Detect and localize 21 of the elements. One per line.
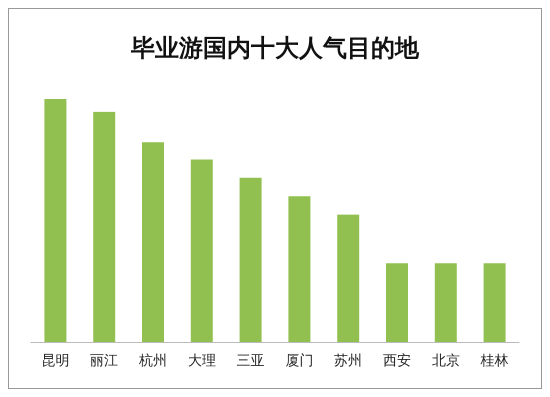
x-tick-label: 北京: [432, 353, 460, 369]
bar: [386, 263, 408, 342]
x-tick-label: 大理: [188, 353, 216, 369]
bar: [93, 112, 116, 342]
bar: [240, 178, 262, 342]
x-tick-label: 三亚: [236, 353, 265, 369]
bar: [190, 160, 213, 342]
bar: [434, 263, 457, 342]
x-tick-label: 厦门: [285, 353, 314, 369]
x-tick-label: 桂林: [480, 353, 509, 369]
bar: [44, 99, 66, 342]
bar: [484, 263, 506, 342]
bar: [142, 142, 164, 342]
x-tick-label: 西安: [383, 353, 411, 369]
bar: [337, 214, 360, 342]
chart-title: 毕业游国内十大人气目的地: [130, 34, 420, 62]
x-tick-label: 昆明: [41, 353, 70, 369]
x-tick-label: 苏州: [334, 353, 362, 369]
bar: [288, 196, 310, 342]
x-tick-label: 杭州: [138, 353, 167, 369]
x-tick-label: 丽江: [90, 353, 118, 369]
